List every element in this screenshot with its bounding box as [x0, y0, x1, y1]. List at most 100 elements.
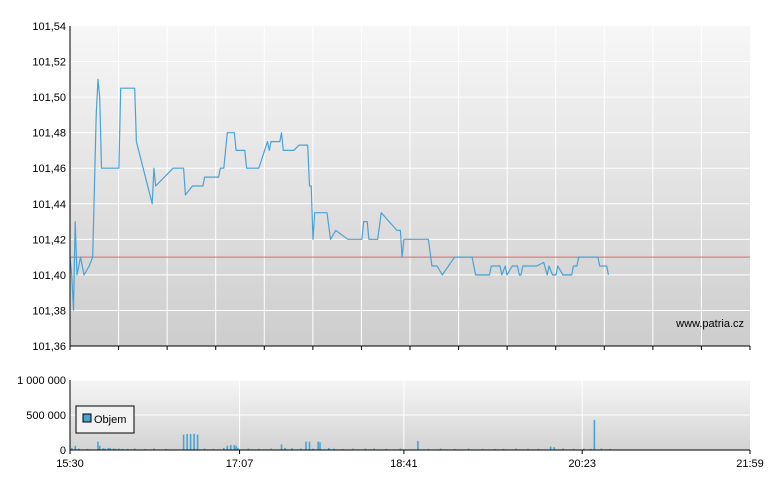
price-series-line: [69, 78, 609, 311]
price-y-tick-label: 101,54: [32, 21, 66, 33]
volume-bar: [186, 433, 188, 450]
volume-y-tick-label: 1 000 000: [17, 375, 66, 387]
volume-bar: [196, 434, 199, 450]
volume-bar: [549, 446, 552, 450]
volume-bar: [515, 448, 517, 450]
volume-bar: [109, 448, 111, 451]
volume-bar: [133, 448, 136, 450]
volume-panel: 0 500 000 1 000 000 15:30 17:07 18:41 20:23 21…: [17, 375, 764, 470]
price-y-tick-label: 101,50: [32, 92, 66, 104]
volume-bar: [327, 447, 330, 450]
volume-bar: [226, 445, 229, 450]
x-tick-label: 15:30: [56, 458, 84, 470]
volume-bar: [114, 448, 117, 450]
volume-bar: [537, 448, 540, 450]
volume-bar: [74, 445, 77, 450]
x-tick-label: 17:07: [226, 458, 254, 470]
volume-bar: [308, 441, 311, 450]
volume-gridlines: [70, 379, 750, 450]
volume-bar: [270, 448, 272, 450]
volume-bar: [399, 448, 402, 450]
volume-bar: [494, 448, 496, 450]
volume-y-tick-label: 0: [60, 445, 66, 457]
legend-swatch: [82, 413, 92, 423]
volume-bar: [189, 433, 192, 450]
volume-bar: [319, 442, 321, 450]
volume-bar: [572, 448, 575, 450]
volume-bar: [300, 448, 302, 450]
volume-bar: [364, 448, 367, 450]
price-x-ticks: [69, 346, 751, 350]
volume-bar: [417, 440, 419, 450]
volume-legend: Objem: [75, 405, 135, 434]
x-tick-label: 20:23: [568, 458, 596, 470]
volume-bar: [121, 448, 124, 450]
volume-bar: [553, 447, 555, 450]
volume-bar: [126, 448, 129, 450]
volume-bar: [237, 447, 239, 450]
volume-x-tick-labels: 15:30 17:07 18:41 20:23 21:59: [56, 450, 764, 470]
volume-bar: [373, 448, 375, 450]
volume-bars: [71, 419, 611, 451]
price-y-tick-label: 101,36: [32, 341, 66, 353]
x-tick-label: 18:41: [390, 458, 418, 470]
volume-bar: [153, 448, 155, 450]
volume-bar: [600, 448, 603, 450]
price-y-tick-label: 101,46: [32, 163, 66, 175]
watermark: www.patria.cz: [675, 318, 744, 330]
volume-bar: [233, 445, 236, 450]
volume-bar: [333, 448, 335, 450]
price-y-tick-label: 101,40: [32, 270, 66, 282]
volume-bar: [583, 448, 585, 450]
volume-bar: [481, 448, 484, 450]
volume-y-tick-label: 500 000: [26, 410, 66, 422]
volume-bar: [502, 448, 505, 450]
volume-bar: [590, 448, 592, 450]
volume-bar: [247, 448, 250, 450]
volume-bar: [193, 433, 195, 450]
price-gridlines: [70, 26, 750, 346]
volume-bar: [86, 448, 89, 450]
volume-bar: [284, 447, 286, 450]
volume-bar: [527, 448, 529, 450]
volume-y-tick-labels: 0 500 000 1 000 000: [17, 375, 66, 457]
legend-label: Objem: [94, 414, 126, 426]
volume-bar: [182, 434, 185, 450]
volume-bar: [223, 447, 225, 450]
volume-bar: [107, 447, 110, 450]
volume-bar: [280, 444, 283, 450]
price-y-tick-label: 101,52: [32, 57, 66, 69]
volume-bar: [212, 448, 215, 450]
volume-bar: [203, 448, 206, 450]
volume-bar: [291, 448, 293, 451]
volume-bar: [98, 445, 101, 450]
x-tick-label: 21:59: [736, 458, 764, 470]
volume-bar: [385, 448, 388, 450]
volume-bar: [165, 448, 167, 450]
volume-bar: [102, 448, 104, 451]
volume-bar: [352, 448, 354, 450]
volume-bar: [439, 448, 442, 450]
volume-bar: [78, 448, 80, 450]
price-y-tick-label: 101,48: [32, 128, 66, 140]
volume-bar: [593, 419, 596, 450]
volume-bar: [104, 448, 106, 450]
volume-bar: [427, 448, 430, 450]
price-y-tick-label: 101,38: [32, 305, 66, 317]
volume-bar: [609, 448, 611, 450]
volume-bar: [453, 448, 456, 450]
volume-bar: [144, 448, 146, 450]
volume-bar: [118, 448, 120, 450]
volume-bar: [230, 445, 232, 450]
volume-bar: [97, 441, 99, 450]
volume-bar: [562, 448, 564, 450]
price-y-tick-labels: 101,36 101,38 101,40 101,42 101,44 101,46 101,…: [32, 21, 66, 353]
volume-bar: [312, 448, 314, 450]
volume-bar: [467, 448, 470, 450]
volume-bar: [305, 441, 307, 450]
volume-bar: [71, 447, 73, 450]
volume-bar: [258, 448, 260, 450]
volume-bar: [235, 445, 237, 450]
price-y-tick-label: 101,42: [32, 234, 66, 246]
